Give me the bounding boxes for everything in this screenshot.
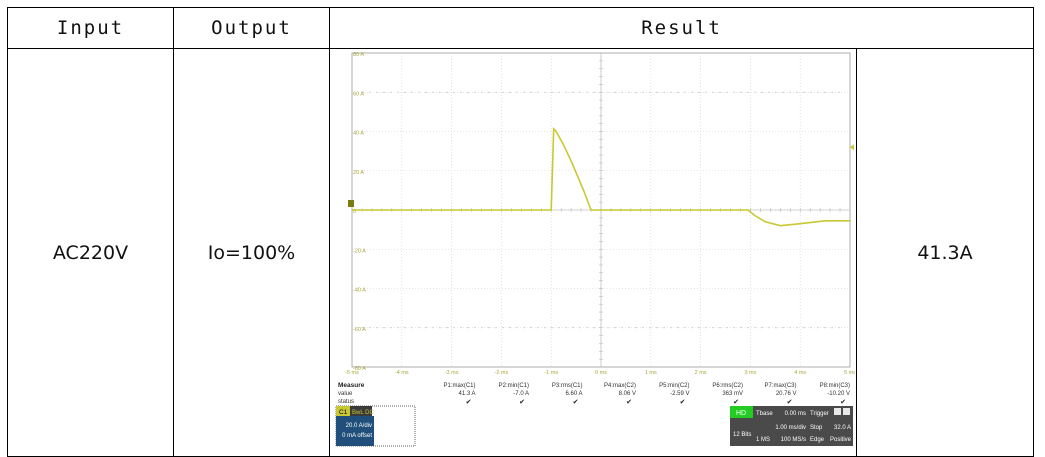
channel-offset: 0 mA offset	[342, 433, 372, 439]
timebase-trigger-box: HD 12 Bits Tbase 0.00 ms 1.00 ms/div 1 M…	[729, 406, 853, 446]
record-length: 1 MS	[756, 437, 770, 443]
data-row: AC220V Io=100% 80 A 60 A 40 A 20 A 0 -20 A -40…	[7, 48, 1035, 457]
timebase-div: 1.00 ms/div	[775, 425, 806, 431]
sample-rate: 100 MS/s	[780, 437, 805, 443]
x-tick-label: -2 ms	[494, 370, 508, 376]
x-tick-label: 4 ms	[794, 370, 806, 376]
x-tick-label: 2 ms	[694, 370, 706, 376]
oscilloscope-screenshot: 80 A 60 A 40 A 20 A 0 -20 A -40 A -60 A -80 A -5…	[331, 49, 856, 451]
x-tick-label: 5 ms	[844, 370, 855, 376]
oscilloscope-cell: 80 A 60 A 40 A 20 A 0 -20 A -40 A -60 A -80 A -5…	[329, 48, 857, 457]
measure-col-value: 8.06 V	[618, 391, 635, 397]
x-tick-label: 0 ms	[595, 370, 607, 376]
trigger-label: Trigger	[810, 411, 829, 417]
header-output: Output	[173, 7, 330, 49]
polarity-label: Positive	[829, 437, 851, 443]
trigger-level-marker	[849, 144, 854, 151]
measure-col-name: P5:min(C2)	[659, 383, 689, 389]
measure-col-value: -2.59 V	[670, 391, 689, 397]
x-tick-label: -1 ms	[544, 370, 558, 376]
x-tick-labels: -5 ms -4 ms -3 ms -2 ms -1 ms 0 ms 1 ms 2 ms 3 m…	[345, 370, 856, 376]
check-icon: ✔	[786, 399, 792, 406]
measure-col-value: 20.76 V	[775, 391, 796, 397]
measure-col-value: -7.0 A	[513, 391, 529, 397]
measure-col-name: P1:max(C1)	[443, 383, 475, 389]
y-tick-label: 60 A	[353, 91, 364, 97]
result-table: Input Output Result AC220V Io=100% 80 A 6…	[7, 7, 1035, 457]
measure-col-value: 6.60 A	[565, 391, 582, 397]
x-tick-label: 1 ms	[644, 370, 656, 376]
cell-input: AC220V	[7, 48, 174, 457]
measure-col-value: -10.20 V	[827, 391, 850, 397]
cell-result: 41.3A	[855, 48, 1035, 457]
check-icon: ✔	[519, 399, 525, 406]
measure-table: Measure value status P1:max(C1) 41.3 A ✔ P2…	[338, 382, 850, 406]
check-icon: ✔	[465, 399, 471, 406]
y-tick-label: -40 A	[353, 288, 366, 294]
header-row: Input Output Result	[7, 7, 1035, 49]
header-input: Input	[7, 7, 174, 49]
x-tick-label: -5 ms	[345, 370, 359, 376]
ground-marker	[347, 200, 354, 207]
current-trace	[351, 126, 850, 227]
status-label: status	[338, 399, 354, 405]
measure-col-value: 41.3 A	[458, 391, 475, 397]
tbase-label: Tbase	[756, 411, 773, 417]
measure-col-value: 363 mV	[722, 391, 743, 397]
check-icon: ✔	[679, 399, 685, 406]
tbase-value: 0.00 ms	[784, 411, 805, 417]
check-icon: ✔	[733, 399, 739, 406]
bits-label: 12 Bits	[733, 432, 751, 438]
check-icon: ✔	[840, 399, 846, 406]
measure-col-name: P8:min(C3)	[819, 383, 849, 389]
x-tick-label: -3 ms	[444, 370, 458, 376]
y-tick-label: 40 A	[353, 131, 364, 137]
y-tick-label: 80 A	[353, 52, 364, 58]
y-tick-label: -60 A	[353, 327, 366, 333]
check-icon: ✔	[626, 399, 632, 406]
channel-scale: 20.0 A/div	[345, 423, 371, 429]
channel-badge: BwL DC	[352, 410, 374, 416]
trigger-level: 32.0 A	[833, 425, 850, 431]
value-label: value	[338, 391, 353, 397]
y-tick-label: -80 A	[353, 366, 366, 372]
y-tick-labels: 80 A 60 A 40 A 20 A 0 -20 A -40 A -60 A -80 A	[353, 52, 366, 372]
measure-col-name: P3:rms(C1)	[551, 383, 582, 389]
header-result: Result	[328, 7, 1035, 49]
x-tick-label: -4 ms	[394, 370, 408, 376]
measure-col-name: P7:max(C3)	[764, 383, 796, 389]
y-tick-label: 20 A	[353, 170, 364, 176]
check-icon: ✔	[572, 399, 578, 406]
channel-descriptor: C1 BwL DC 20.0 A/div 0 mA offset	[335, 405, 415, 447]
stop-label: Stop	[810, 425, 823, 431]
y-tick-label: 0	[353, 209, 356, 215]
measure-col-name: P6:rms(C2)	[712, 383, 743, 389]
measure-col-name: P4:max(C2)	[603, 383, 635, 389]
channel-label: C1	[339, 409, 348, 416]
cell-output: Io=100%	[173, 48, 330, 457]
y-tick-label: -20 A	[353, 248, 366, 254]
edge-label: Edge	[810, 437, 825, 443]
measure-label: Measure	[338, 382, 365, 389]
x-tick-label: 3 ms	[744, 370, 756, 376]
measure-col-name: P2:min(C1)	[498, 383, 528, 389]
hd-badge: HD	[736, 410, 746, 417]
